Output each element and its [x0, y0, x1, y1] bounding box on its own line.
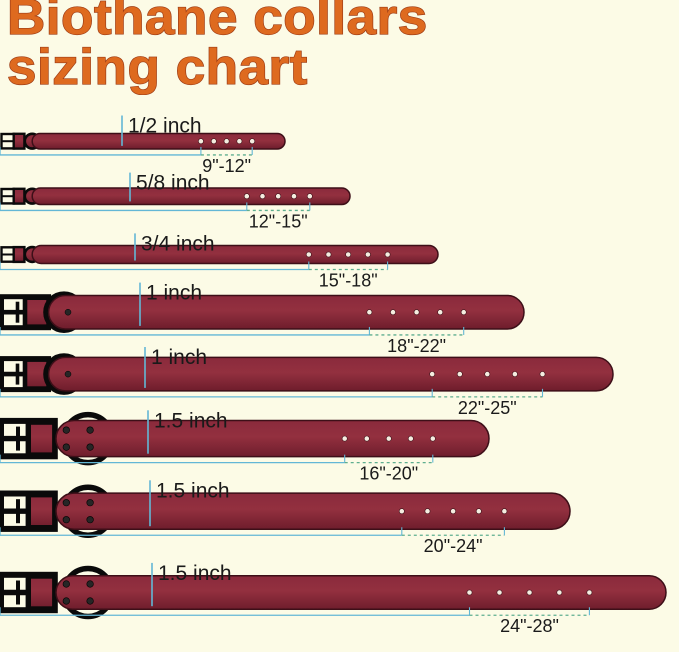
svg-text:1 inch: 1 inch — [151, 346, 207, 369]
svg-text:1/2 inch: 1/2 inch — [128, 115, 202, 138]
svg-text:1.5 inch: 1.5 inch — [156, 479, 230, 502]
svg-text:1.5 inch: 1.5 inch — [158, 562, 232, 585]
svg-text:18"-22": 18"-22" — [387, 336, 446, 356]
svg-text:15"-18": 15"-18" — [319, 271, 378, 291]
svg-text:1.5 inch: 1.5 inch — [154, 409, 228, 432]
svg-text:1 inch: 1 inch — [146, 282, 202, 305]
svg-text:5/8 inch: 5/8 inch — [136, 172, 210, 195]
svg-text:12"-15": 12"-15" — [249, 211, 308, 231]
svg-text:22"-25": 22"-25" — [458, 398, 517, 418]
svg-text:20"-24": 20"-24" — [424, 536, 483, 556]
svg-text:3/4 inch: 3/4 inch — [141, 232, 215, 255]
svg-text:16"-20": 16"-20" — [359, 464, 418, 484]
svg-text:24"-28": 24"-28" — [500, 616, 559, 636]
